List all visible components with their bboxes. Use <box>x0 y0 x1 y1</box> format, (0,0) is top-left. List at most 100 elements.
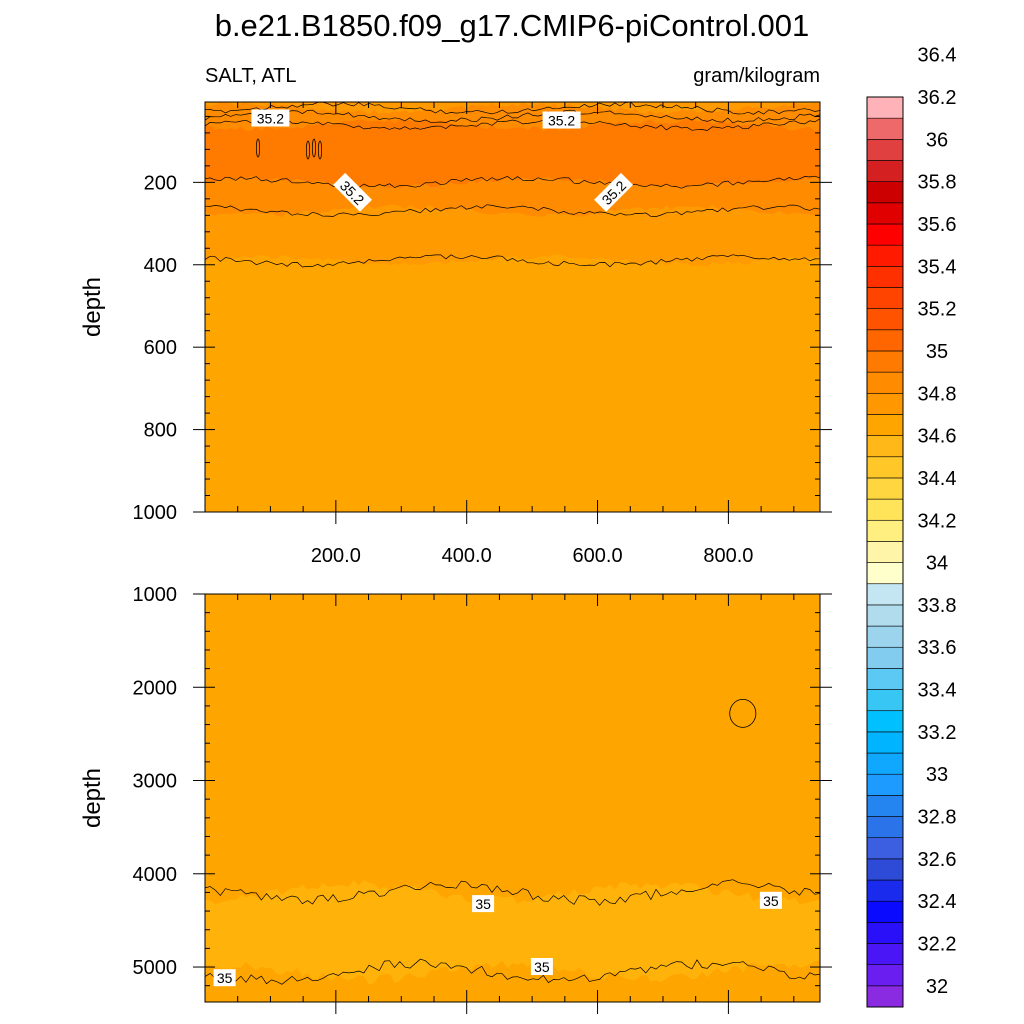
colorbar-box-40 <box>866 139 904 161</box>
colorbar-box-34 <box>866 266 904 288</box>
bottom-contour-label-text-3: 35 <box>534 959 550 975</box>
colorbar-box-16 <box>866 646 904 669</box>
top-ytick-label-1: 400 <box>144 255 177 277</box>
top-contour-line-1 <box>205 109 820 124</box>
top-small-contour-1 <box>306 140 310 160</box>
colorbar-box-27 <box>866 414 904 436</box>
top-contour-label-text-0: 35.2 <box>257 111 284 127</box>
bottom-layer-2 <box>205 960 820 1002</box>
top-frame <box>204 101 821 513</box>
bottom-contour-line-0 <box>205 879 820 906</box>
colorbar-box-41 <box>866 117 904 140</box>
colorbar-box-38 <box>866 181 904 204</box>
colorbar-label-6: 33.2 <box>918 722 957 744</box>
top-small-contour-0 <box>256 138 260 158</box>
colorbar-box-36 <box>866 223 904 246</box>
colorbar-label-22: 36.4 <box>918 45 957 67</box>
colorbar-label-1: 32.2 <box>918 934 957 956</box>
colorbar-frame <box>866 96 904 1008</box>
bottom-ylabel: depth <box>79 768 106 828</box>
subtitle-right: gram/kilogram <box>693 65 820 87</box>
colorbar-label-19: 35.8 <box>918 172 957 194</box>
colorbar-label-14: 34.8 <box>918 383 957 405</box>
colorbar-box-4 <box>866 900 904 923</box>
top-contour-label-bg-0 <box>251 109 290 127</box>
top-contour-line-3 <box>205 175 820 189</box>
colorbar-label-16: 35.2 <box>918 299 957 321</box>
bottom-contour-label-3: 35 <box>530 958 553 975</box>
colorbar-box-8 <box>866 816 904 838</box>
top-layer-1 <box>205 102 820 131</box>
bottom-ytick-label-2: 3000 <box>133 771 178 793</box>
colorbar-label-5: 33 <box>926 764 948 786</box>
colorbar-label-21: 36.2 <box>918 87 957 109</box>
figure-title: b.e21.B1850.f09_g17.CMIP6-piControl.001 <box>215 8 810 43</box>
top-xtick-label-2: 600.0 <box>573 545 623 567</box>
top-small-contour-3 <box>318 140 322 160</box>
bottom-contour-label-bg-0 <box>472 895 495 913</box>
bottom-contour-label-text-2: 35 <box>217 970 233 986</box>
top-contour-label-bg-1 <box>542 111 581 129</box>
bottom-layer-0 <box>205 594 820 905</box>
colorbar-label-13: 34.6 <box>918 426 957 448</box>
colorbar-label-2: 32.4 <box>918 891 957 913</box>
colorbar-label-10: 34 <box>926 553 948 575</box>
colorbar-box-13 <box>866 710 904 733</box>
colorbar-box-5 <box>866 879 904 902</box>
bottom-layer-1 <box>205 879 820 985</box>
top-ytick-label-0: 200 <box>144 172 177 194</box>
top-ytick-label-2: 600 <box>144 337 177 359</box>
bottom-field <box>205 594 820 1002</box>
colorbar-box-35 <box>866 244 904 267</box>
colorbar-label-11: 34.2 <box>918 510 957 532</box>
colorbar-label-4: 32.8 <box>918 807 957 829</box>
colorbar-box-19 <box>866 583 904 606</box>
colorbar-box-29 <box>866 371 904 394</box>
colorbar-label-0: 32 <box>926 976 948 998</box>
colorbar-box-42 <box>866 96 904 119</box>
top-contour-label-bg-3 <box>594 172 633 212</box>
colorbar-box-10 <box>866 773 904 796</box>
top-ylabel: depth <box>79 277 106 337</box>
colorbar-box-12 <box>866 731 904 754</box>
top-contour-label-0: 35.2 <box>251 109 290 127</box>
colorbar-box-17 <box>866 625 904 648</box>
colorbar-label-18: 35.6 <box>918 214 957 236</box>
top-xtick-label-0: 200.0 <box>311 545 361 567</box>
bottom-frame <box>204 593 821 1003</box>
colorbar-box-2 <box>866 943 904 965</box>
colorbar-box-22 <box>866 519 904 542</box>
colorbar-box-30 <box>866 350 904 373</box>
bottom-ytick-label-3: 4000 <box>133 864 178 886</box>
bottom-contour-label-0: 35 <box>472 895 495 913</box>
colorbar-box-7 <box>866 837 904 860</box>
colorbar-box-15 <box>866 668 904 690</box>
colorbar-label-12: 34.4 <box>918 468 957 490</box>
colorbar-box-18 <box>866 604 904 627</box>
colorbar-label-9: 33.8 <box>918 595 957 617</box>
top-contour-label-1: 35.2 <box>542 111 581 129</box>
colorbar-box-26 <box>866 435 904 458</box>
colorbar-box-11 <box>866 752 904 775</box>
colorbar: 32 32.2 32.4 32.6 32.8 33 33.2 33.4 33.6 33.8 34 34… <box>866 45 957 1008</box>
colorbar-box-31 <box>866 329 904 352</box>
colorbar-box-33 <box>866 287 904 309</box>
colorbar-label-7: 33.4 <box>918 680 957 702</box>
top-contour-line-4 <box>205 204 820 217</box>
top-xtick-label-1: 400.0 <box>442 545 492 567</box>
colorbar-box-14 <box>866 689 904 712</box>
colorbar-box-9 <box>866 795 904 817</box>
subtitle-left: SALT, ATL <box>205 65 297 87</box>
colorbar-label-20: 36 <box>926 129 948 151</box>
top-contour-line-0 <box>205 102 820 115</box>
colorbar-box-21 <box>866 541 904 563</box>
bottom-contour-label-text-0: 35 <box>475 896 491 912</box>
bottom-closed-contour-0 <box>729 698 757 728</box>
colorbar-box-0 <box>866 985 904 1008</box>
colorbar-box-20 <box>866 562 904 585</box>
bottom-contour-label-1: 35 <box>759 891 782 909</box>
colorbar-box-28 <box>866 392 904 415</box>
colorbar-box-37 <box>866 202 904 225</box>
colorbar-box-23 <box>866 498 904 521</box>
